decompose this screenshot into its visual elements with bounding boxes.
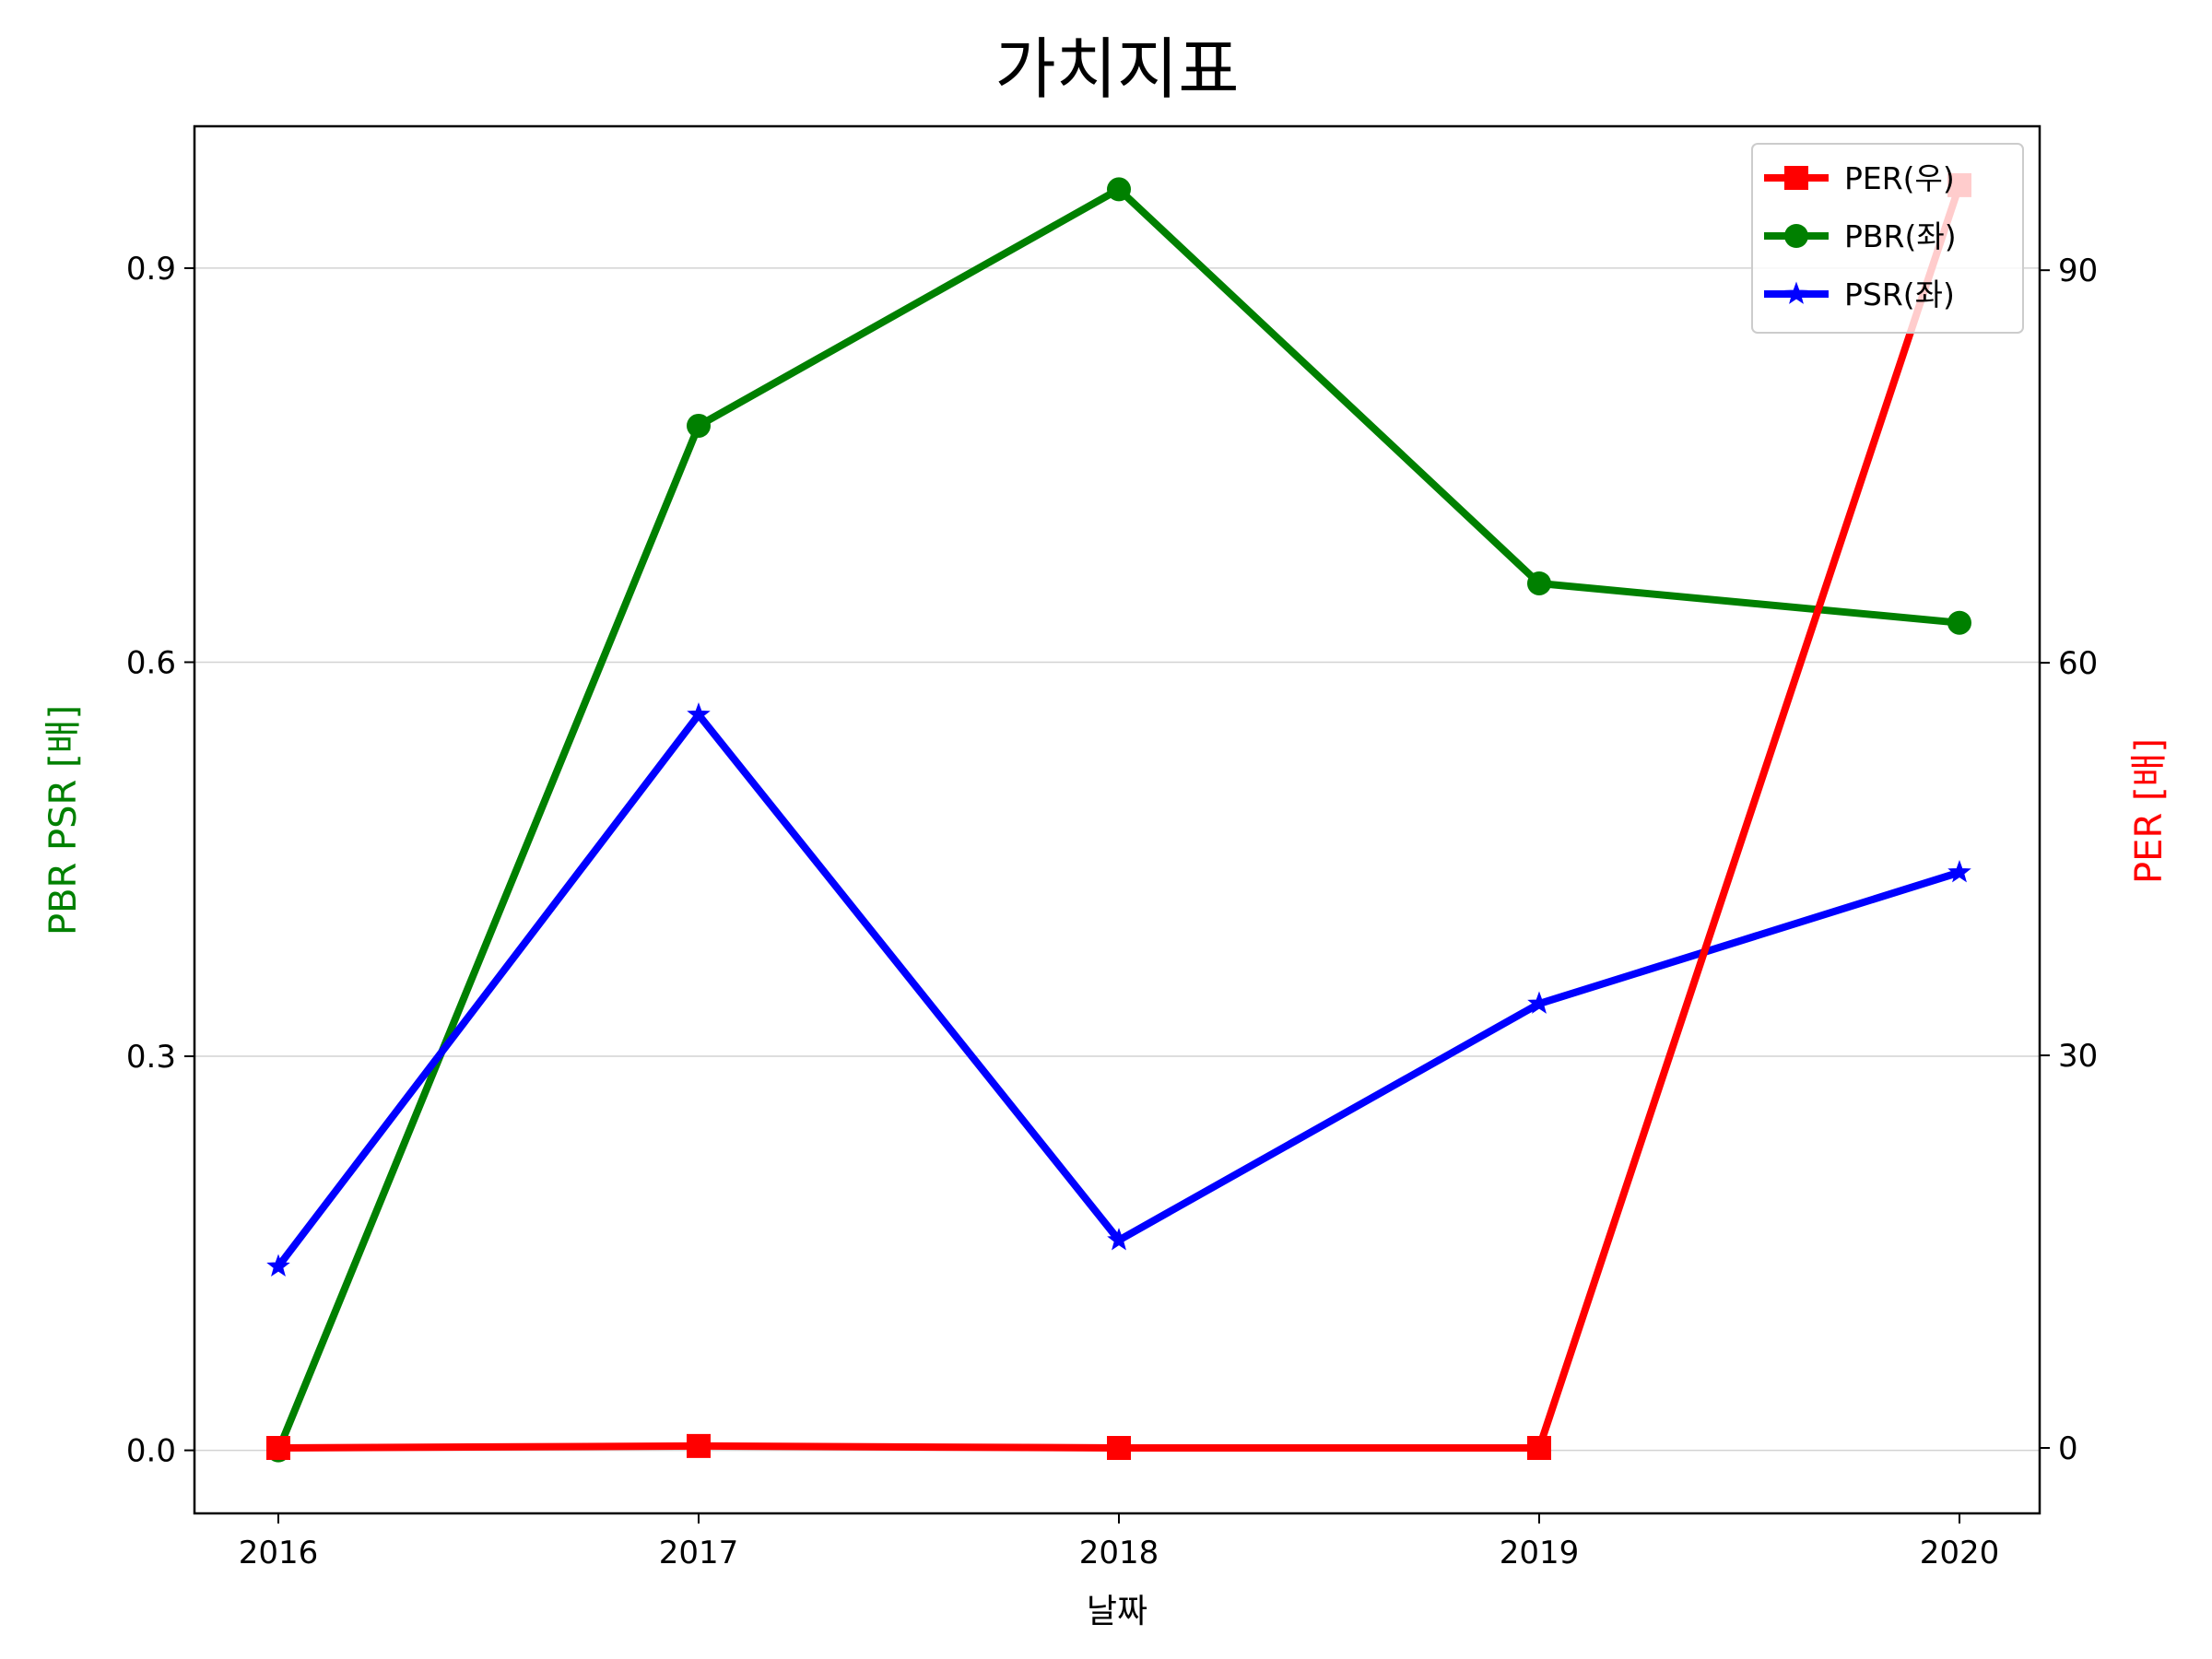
plot-frame	[193, 124, 2041, 1515]
series-line	[275, 185, 1960, 1453]
legend-entry: PBR(좌)	[1764, 218, 1957, 254]
legend-marker	[1784, 166, 1808, 190]
legend: PER(우) PBR(좌) PSR(좌)	[1751, 143, 2024, 334]
y-axis-left: 0.0 0.3 0.6 0.9	[126, 251, 194, 1470]
x-tick-label: 2016	[239, 1535, 319, 1571]
legend-entry: PSR(좌)	[1764, 276, 1955, 312]
x-tick-label: 2018	[1079, 1535, 1159, 1571]
y-left-tick-label: 0.6	[126, 644, 176, 681]
data-point	[687, 413, 711, 438]
y-axis-right: 0 30 60 90	[2040, 253, 2098, 1467]
series-2	[266, 702, 1971, 1277]
gridlines	[194, 267, 2040, 1452]
legend-label: PBR(좌)	[1844, 218, 1957, 254]
y-right-tick-label: 0	[2058, 1430, 2078, 1467]
series-layer	[266, 172, 1971, 1463]
y-axis-left-label: PBR PSR [배]	[42, 705, 85, 935]
chart-title: 가치지표	[995, 30, 1240, 108]
data-point	[1527, 1436, 1551, 1461]
data-point	[1527, 571, 1551, 595]
series-0	[266, 172, 1971, 1461]
x-axis-label: 날짜	[1087, 1593, 1147, 1630]
legend-label: PER(우)	[1844, 160, 1955, 196]
y-right-tick-label: 90	[2058, 253, 2098, 289]
x-tick-label: 2019	[1500, 1535, 1580, 1571]
y-left-tick-label: 0.0	[126, 1433, 176, 1470]
legend-marker	[1784, 224, 1808, 248]
legend-box	[1751, 143, 2024, 334]
data-point	[687, 1433, 711, 1458]
data-point	[266, 1436, 290, 1461]
data-point	[1107, 1228, 1131, 1251]
data-point	[1947, 610, 1971, 635]
data-point	[1947, 860, 1971, 883]
legend-label: PSR(좌)	[1844, 276, 1955, 312]
data-point	[1527, 991, 1551, 1014]
data-point	[687, 702, 711, 725]
x-axis: 2016 2017 2018 2019 2020	[239, 1513, 2000, 1571]
y-left-tick-label: 0.9	[126, 251, 176, 288]
y-right-tick-label: 60	[2058, 645, 2098, 682]
series-line	[277, 183, 1963, 1452]
x-tick-label: 2017	[659, 1535, 739, 1571]
y-left-tick-label: 0.3	[126, 1039, 176, 1076]
legend-entry: PER(우)	[1764, 160, 1955, 196]
legend-marker	[1784, 281, 1808, 304]
y-axis-right-label: PER [배]	[2128, 738, 2171, 884]
data-point	[266, 1253, 290, 1277]
data-point	[1107, 1436, 1131, 1461]
y-right-tick-label: 30	[2058, 1038, 2098, 1075]
series-line	[275, 711, 1961, 1269]
data-point	[1107, 177, 1131, 202]
x-tick-label: 2020	[1920, 1535, 2000, 1571]
series-1	[266, 177, 1971, 1463]
